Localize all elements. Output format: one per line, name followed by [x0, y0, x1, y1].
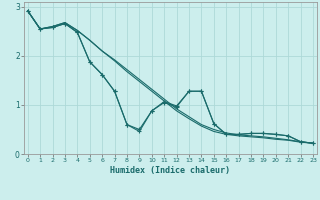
X-axis label: Humidex (Indice chaleur): Humidex (Indice chaleur): [110, 166, 230, 175]
